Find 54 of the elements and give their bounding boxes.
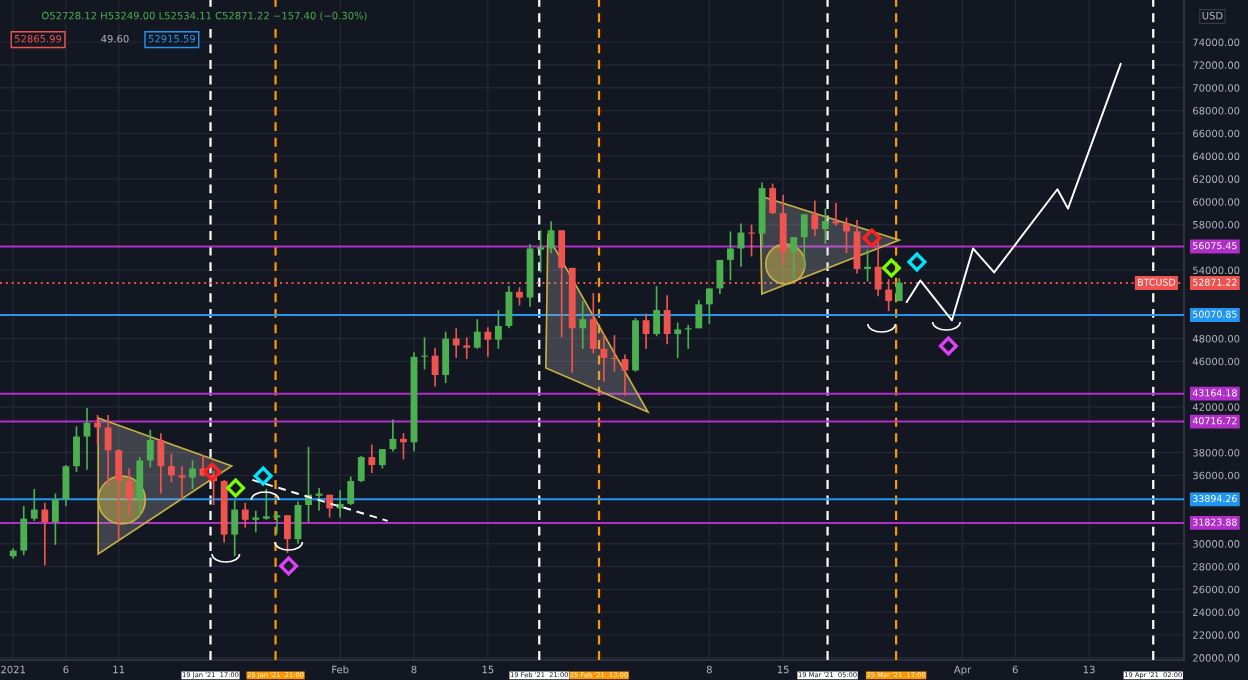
candlestick: [146, 428, 154, 469]
candlestick: [400, 432, 407, 461]
candlestick: [695, 298, 703, 330]
candlestick: [357, 455, 365, 484]
candlestick: [125, 467, 133, 517]
candlestick: [663, 294, 671, 346]
candlestick: [494, 309, 502, 350]
candlestick: [769, 182, 777, 216]
candlestick: [73, 425, 80, 473]
candlestick: [389, 418, 397, 453]
candlestick: [535, 229, 546, 274]
candlestick: [843, 216, 850, 254]
candlestick: [790, 236, 798, 279]
candlestick: [30, 488, 38, 522]
candlestick: [20, 505, 28, 556]
candlestick: [431, 346, 439, 388]
candlestick: [442, 330, 450, 384]
candlestick: [547, 220, 555, 254]
candlestick: [779, 194, 787, 265]
candlestick: [314, 487, 324, 512]
candlestick: [51, 492, 59, 546]
candlestick: [484, 326, 492, 358]
line-series: [905, 62, 1122, 322]
candlestick: [378, 448, 386, 470]
candlestick: [136, 456, 144, 518]
candlestick: [653, 285, 661, 338]
candlestick: [347, 475, 355, 506]
candlestick: [104, 414, 112, 488]
candlestick: [727, 230, 734, 282]
candlestick: [231, 499, 239, 558]
candlestick: [473, 318, 481, 350]
candlestick: [716, 259, 724, 295]
candlestick: [178, 465, 186, 501]
candlestick: [589, 292, 597, 355]
candlestick: [62, 464, 70, 507]
candlestick: [284, 514, 291, 554]
candlestick: [895, 277, 903, 302]
candlestick: [241, 501, 249, 529]
candlestick: [811, 199, 819, 237]
candlestick: [674, 321, 682, 359]
candlestick: [94, 414, 101, 446]
candlestick: [41, 501, 49, 567]
candlestick: [463, 336, 471, 360]
candlestick: [800, 213, 808, 270]
candlestick: [167, 452, 175, 484]
candlestick: [579, 300, 587, 350]
candlestick: [189, 459, 196, 490]
candlestick: [821, 207, 829, 245]
candlestick: [705, 287, 713, 325]
candlestick: [157, 432, 165, 495]
candlestick: [115, 448, 123, 541]
candlestick: [758, 181, 766, 248]
candlestick: [600, 333, 608, 383]
candlestick: [368, 443, 376, 474]
